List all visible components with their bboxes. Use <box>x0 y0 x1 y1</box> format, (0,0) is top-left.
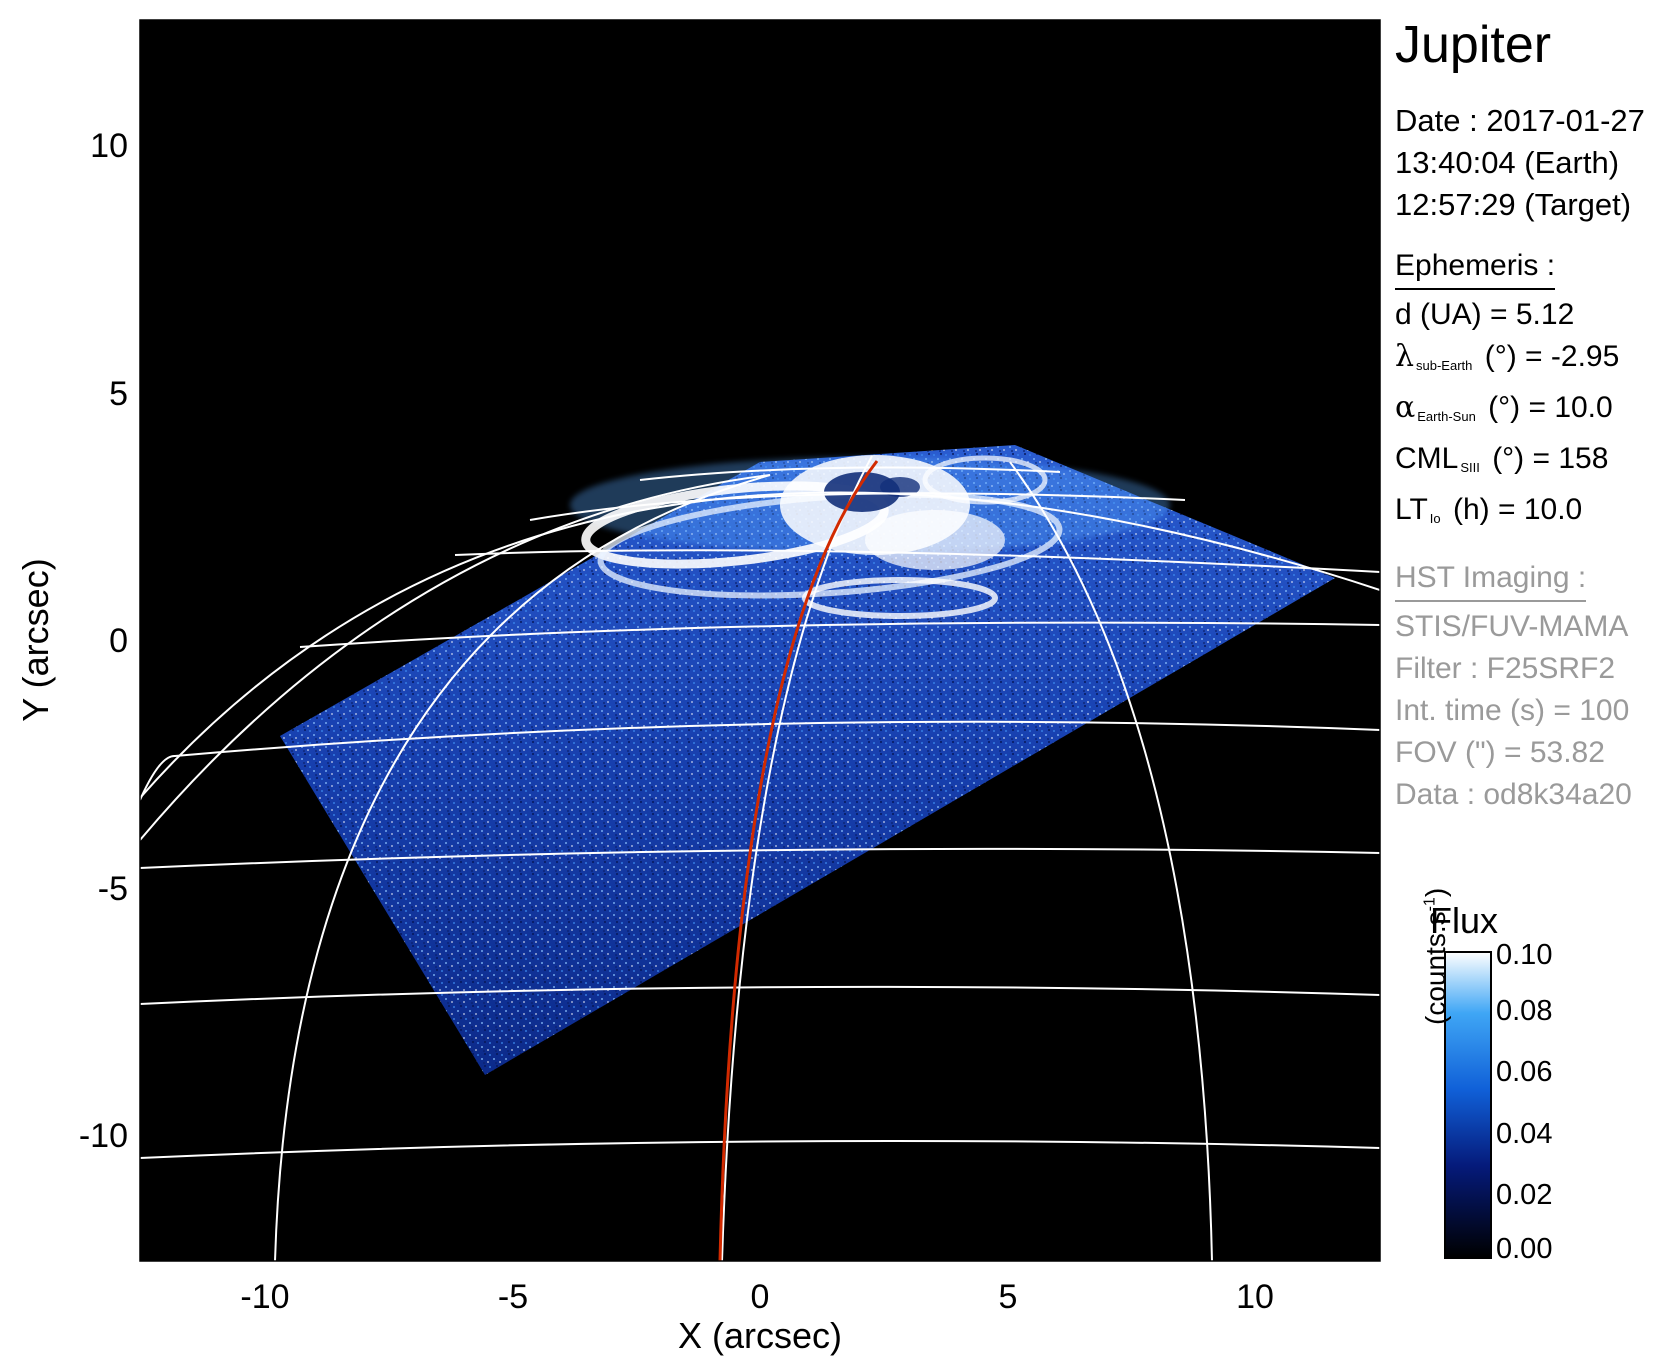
colorbar-tick-label: 0.06 <box>1496 1056 1553 1088</box>
observation-date: Date : 2017-01-27 <box>1395 103 1645 138</box>
ephemeris-sub-earth-latitude: λ sub-Earth (°) = -2.95 <box>1395 339 1620 374</box>
ephemeris-phase-angle: α Earth-Sun (°) = 10.0 <box>1395 390 1613 425</box>
x-axis-label: X (arcsec) <box>678 1315 842 1356</box>
plot-frame <box>139 19 1381 1262</box>
y-tick-label: -5 <box>98 870 128 908</box>
colorbar-tick-label: 0.02 <box>1496 1179 1553 1211</box>
ephemeris-heading: Ephemeris : <box>1395 246 1556 290</box>
colorbar-title: Flux <box>1430 900 1499 941</box>
hst-data-id: Data : od8k34a20 <box>1395 778 1632 811</box>
hst-heading: HST Imaging : <box>1395 558 1587 602</box>
hst-integration-time: Int. time (s) = 100 <box>1395 694 1630 727</box>
x-tick-label: -10 <box>240 1278 289 1316</box>
longitude-line <box>140 474 771 841</box>
ephemeris-distance: d (UA) = 5.12 <box>1395 298 1575 331</box>
latitude-line <box>140 1139 1380 1159</box>
longitude-line <box>721 455 873 1261</box>
latitude-line <box>299 621 1380 648</box>
colorbar-tick-label: 0.04 <box>1496 1118 1553 1150</box>
earth-time: 13:40:04 (Earth) <box>1395 145 1620 180</box>
ephemeris-cml: CML SIII (°) = 158 <box>1395 442 1609 475</box>
y-axis-label: Y (arcsec) <box>15 558 56 721</box>
hst-fov: FOV (") = 53.82 <box>1395 736 1605 769</box>
latitude-line <box>140 985 1380 1005</box>
colorbar <box>1444 951 1492 1259</box>
lat-lon-grid <box>140 455 1380 1261</box>
latitude-line <box>639 466 1061 481</box>
latitude-line <box>140 847 1380 869</box>
colorbar-unit-label: (counts.s-1) <box>1420 887 1451 1025</box>
x-tick-label: -5 <box>498 1278 528 1316</box>
x-tick-label: 0 <box>751 1278 770 1316</box>
x-axis: -10 -5 0 5 10 X (arcsec) <box>240 1278 1273 1356</box>
hst-instrument: STIS/FUV-MAMA <box>1395 610 1629 643</box>
target-time: 12:57:29 (Target) <box>1395 187 1632 222</box>
limb <box>140 491 1380 799</box>
latitude-line <box>529 492 1186 521</box>
observation-swath-noise <box>280 445 1335 1075</box>
colorbar-tick-label: 0.08 <box>1496 995 1553 1027</box>
y-tick-label: 0 <box>109 622 128 660</box>
x-tick-label: 5 <box>999 1278 1018 1316</box>
longitude-line <box>274 474 771 1261</box>
hst-filter: Filter : F25SRF2 <box>1395 652 1616 685</box>
latitude-line <box>454 549 1380 573</box>
colorbar-tick-label: 0.10 <box>1496 939 1553 971</box>
y-tick-label: 10 <box>90 127 128 165</box>
y-tick-label: -10 <box>79 1117 128 1155</box>
aurora-emission <box>570 455 1170 619</box>
latitude-line <box>140 720 1380 801</box>
colorbar-tick-label: 0.00 <box>1496 1233 1553 1265</box>
longitude-line <box>1009 461 1213 1261</box>
meridian-curve <box>718 460 879 1261</box>
info-panel: Jupiter Date : 2017-01-27 13:40:04 (Eart… <box>1395 14 1675 816</box>
ephemeris-io-local-time: LT Io (h) = 10.0 <box>1395 493 1583 526</box>
planet-name: Jupiter <box>1395 16 1552 74</box>
x-tick-label: 10 <box>1236 1278 1274 1316</box>
y-axis: 10 5 0 -5 -10 Y (arcsec) <box>15 127 128 1155</box>
y-tick-label: 5 <box>109 375 128 413</box>
